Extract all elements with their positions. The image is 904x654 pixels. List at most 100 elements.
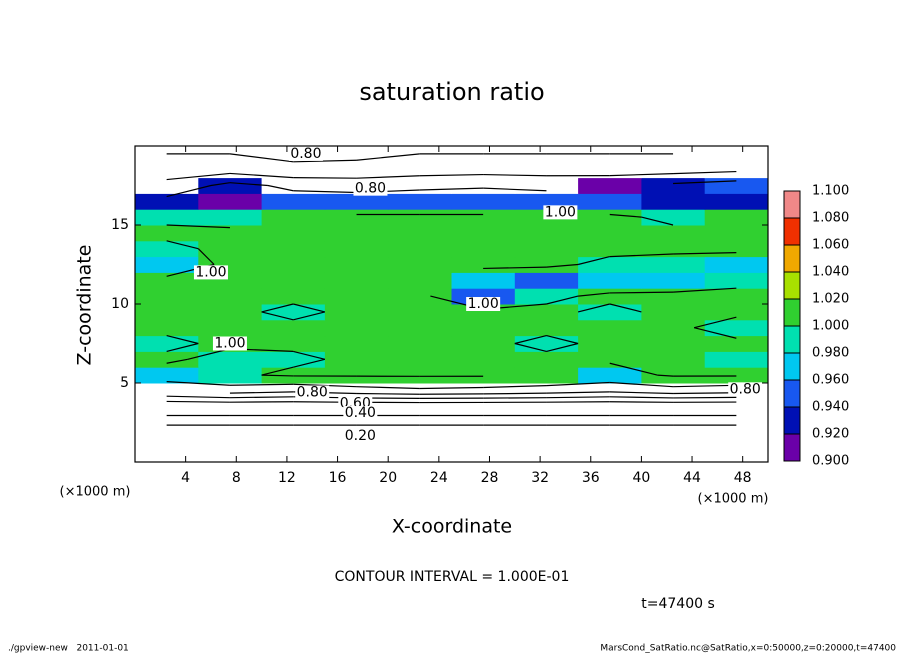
- cell: [135, 430, 199, 447]
- contour-label-bg: [543, 205, 578, 220]
- contour-line: [546, 391, 610, 394]
- cell: [578, 430, 642, 447]
- contour-line: [514, 335, 547, 345]
- contour-interval: CONTOUR INTERVAL = 1.000E-01: [335, 569, 570, 585]
- y-tick-label: 15: [111, 217, 129, 233]
- contour-label-bg: [353, 181, 388, 196]
- cell: [704, 209, 769, 226]
- cell: [261, 304, 326, 321]
- cell: [641, 414, 706, 431]
- cell: [388, 161, 452, 179]
- cell: [704, 288, 769, 305]
- cell: [198, 367, 263, 384]
- cell: [324, 193, 389, 210]
- cell: [578, 398, 642, 416]
- cell: [324, 319, 389, 337]
- cell: [514, 225, 579, 242]
- cell: [451, 272, 516, 289]
- cell: [388, 225, 452, 242]
- cell: [198, 398, 263, 416]
- cell: [451, 383, 516, 400]
- cell: [451, 240, 516, 258]
- contour-line: [166, 335, 199, 345]
- cell: [704, 161, 769, 179]
- contour-label-bg: [466, 297, 501, 311]
- cell: [198, 304, 263, 321]
- cell: [451, 335, 516, 352]
- contour-line: [229, 182, 268, 187]
- contour-line: [483, 187, 547, 192]
- contour-line: [166, 224, 230, 229]
- cell: [261, 398, 326, 416]
- cell: [704, 146, 769, 163]
- cell: [514, 351, 579, 368]
- cell: [135, 256, 199, 273]
- cell: [135, 240, 199, 258]
- cell: [135, 193, 199, 210]
- contour-line: [546, 335, 579, 345]
- contour-line: [210, 182, 231, 187]
- cell: [704, 319, 769, 337]
- cell: [514, 272, 579, 289]
- cell: [324, 335, 389, 352]
- contour-line: [356, 153, 420, 161]
- cell: [578, 240, 642, 258]
- contour-line: [166, 400, 230, 403]
- contour-line: [609, 213, 642, 218]
- cell: [451, 319, 516, 337]
- cell: [641, 177, 706, 194]
- cell: [388, 446, 452, 463]
- contour-label: 0.40: [345, 405, 376, 421]
- cell: [451, 225, 516, 242]
- cell: [324, 367, 389, 384]
- cell: [135, 161, 199, 179]
- y-unit: (×1000 m): [60, 485, 131, 500]
- contour-label-bg: [728, 382, 763, 397]
- colorbar-label: 1.060: [812, 238, 849, 253]
- cell: [641, 335, 706, 352]
- cell: [324, 225, 389, 242]
- cell: [388, 209, 452, 226]
- cell: [324, 161, 389, 179]
- cell: [578, 272, 642, 289]
- cell: [704, 398, 769, 416]
- contour-label-bg: [288, 146, 323, 161]
- cell: [641, 319, 706, 337]
- cell: [324, 288, 389, 305]
- x-tick-label: 28: [481, 470, 499, 486]
- colorbar-label: 0.900: [812, 454, 849, 469]
- contour-line: [293, 303, 326, 313]
- cell: [261, 256, 326, 273]
- contour-label-bg: [193, 265, 228, 280]
- cell: [641, 209, 706, 226]
- contour-line: [267, 184, 294, 192]
- x-axis-label: X-coordinate: [392, 516, 512, 538]
- cell: [578, 177, 642, 194]
- cell: [704, 414, 769, 431]
- contour-line: [166, 342, 199, 352]
- contour-label-bg: [343, 406, 378, 421]
- contour-line: [166, 395, 230, 399]
- contour-line: [694, 316, 737, 329]
- contour-line: [609, 391, 674, 395]
- colorbar-label: 0.980: [812, 346, 849, 361]
- cell: [198, 319, 263, 337]
- cell: [324, 209, 389, 226]
- cell: [135, 209, 199, 226]
- x-tick-label: 40: [632, 470, 650, 486]
- cell: [135, 414, 199, 431]
- contour-line: [673, 392, 737, 395]
- contour-line: [261, 374, 294, 377]
- cell: [324, 351, 389, 368]
- x-tick-label: 16: [329, 470, 347, 486]
- cell: [324, 272, 389, 289]
- contour-label: 1.00: [545, 204, 576, 220]
- cell: [514, 288, 579, 305]
- cell: [198, 177, 263, 194]
- contour-line: [673, 252, 737, 255]
- cell: [324, 256, 389, 273]
- cell: [261, 177, 326, 194]
- colorbar-label: 0.960: [812, 373, 849, 388]
- x-tick-label: 4: [181, 470, 190, 486]
- contour-line: [166, 240, 199, 250]
